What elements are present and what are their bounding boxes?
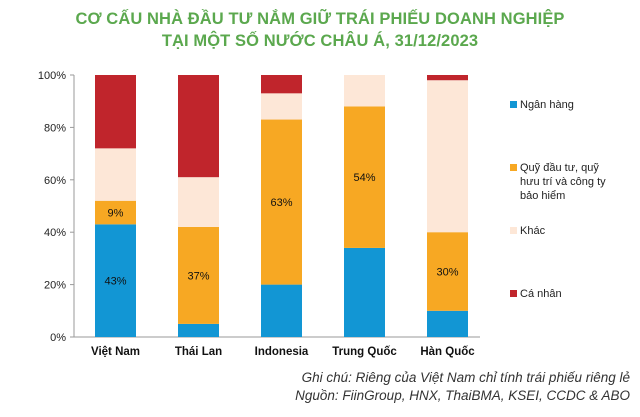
note-line: Ghi chú: Riêng của Việt Nam chỉ tính trá… <box>301 370 630 385</box>
y-tick-label: 0% <box>50 332 66 344</box>
x-tick-label: Hàn Quốc <box>420 346 475 358</box>
source-line: Nguồn: FiinGroup, HNX, ThaiBMA, KSEI, CC… <box>295 388 630 403</box>
y-tick-label: 80% <box>44 122 66 134</box>
legend-swatch-ca-nhan <box>510 290 517 297</box>
legend-item-khac: Khác <box>510 224 610 238</box>
bar-han-quoc-ngan-hang <box>427 310 468 337</box>
x-tick-label: Indonesia <box>255 346 309 358</box>
legend-item-quy-dau-tu: Quỹ đầu tư, quỹ hưu trí và công ty bảo h… <box>510 161 610 203</box>
data-label: 63% <box>270 197 292 209</box>
legend-item-ngan-hang: Ngân hàng <box>510 98 610 112</box>
legend-swatch-ngan-hang <box>510 101 517 108</box>
bar-indonesia-khac <box>261 93 302 120</box>
data-label: 30% <box>436 267 458 279</box>
bar-indonesia-ca-nhan <box>261 75 302 94</box>
bar-viet-nam-ngan-hang <box>95 224 136 337</box>
bar-han-quoc-ca-nhan <box>427 75 468 81</box>
legend-swatch-quy-dau-tu <box>510 164 517 171</box>
legend-label-quy-dau-tu: Quỹ đầu tư, quỹ hưu trí và công ty bảo h… <box>520 162 606 202</box>
legend-item-ca-nhan: Cá nhân <box>510 287 610 301</box>
legend-label-ngan-hang: Ngân hàng <box>520 99 574 111</box>
bar-thai-lan-ngan-hang <box>178 323 219 337</box>
x-tick-label: Việt Nam <box>91 346 140 358</box>
y-tick-label: 40% <box>44 227 66 239</box>
x-tick-label: Thái Lan <box>175 346 222 358</box>
bar-thai-lan-khac <box>178 177 219 227</box>
bar-han-quoc-khac <box>427 80 468 233</box>
data-label: 37% <box>187 270 209 282</box>
bar-viet-nam-ca-nhan <box>95 75 136 149</box>
bar-indonesia-ngan-hang <box>261 284 302 337</box>
data-label: 43% <box>104 276 126 288</box>
y-tick-label: 20% <box>44 280 66 292</box>
bar-thai-lan-ca-nhan <box>178 75 219 178</box>
data-label: 9% <box>108 208 124 220</box>
chart-notes: Ghi chú: Riêng của Việt Nam chỉ tính trá… <box>295 369 630 405</box>
bar-thai-lan-quy-dau-tu-quy-huu-t <box>178 226 219 324</box>
chart-title: CƠ CẤU NHÀ ĐẦU TƯ NẮM GIỮ TRÁI PHIẾU DOA… <box>0 8 640 52</box>
y-tick-label: 60% <box>44 175 66 187</box>
bar-viet-nam-khac <box>95 148 136 201</box>
chart-title-line-2: TẠI MỘT SỐ NƯỚC CHÂU Á, 31/12/2023 <box>161 32 479 50</box>
bar-trung-quoc-ngan-hang <box>344 247 385 337</box>
bar-trung-quoc-quy-dau-tu-quy-huu-t <box>344 106 385 248</box>
data-label: 54% <box>353 172 375 184</box>
bar-indonesia-quy-dau-tu-quy-huu-t <box>261 119 302 285</box>
y-tick-label: 100% <box>38 70 66 82</box>
x-tick-label: Trung Quốc <box>332 346 397 358</box>
legend-label-khac: Khác <box>520 225 546 237</box>
legend-label-ca-nhan: Cá nhân <box>520 288 562 300</box>
bar-han-quoc-quy-dau-tu-quy-huu-t <box>427 232 468 311</box>
bar-trung-quoc-khac <box>344 75 385 107</box>
legend-swatch-khac <box>510 227 517 234</box>
chart-title-line-1: CƠ CẤU NHÀ ĐẦU TƯ NẮM GIỮ TRÁI PHIẾU DOA… <box>75 10 565 28</box>
bar-viet-nam-quy-dau-tu-quy-huu-t <box>95 200 136 225</box>
